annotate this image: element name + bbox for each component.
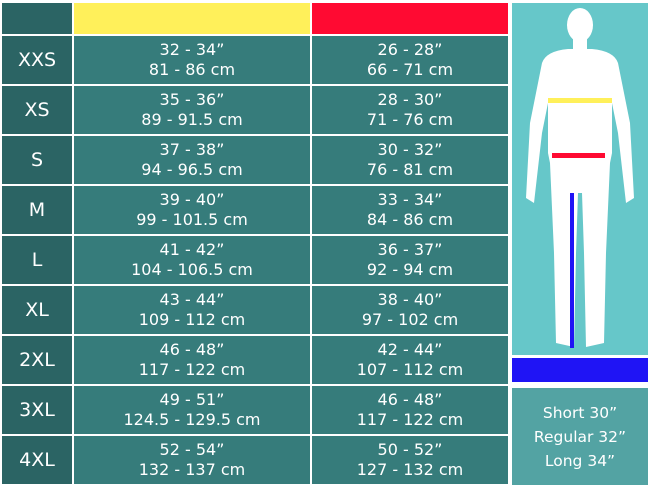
size-label: S xyxy=(2,136,72,184)
chest-cell: 52 - 54” 132 - 137 cm xyxy=(74,436,310,484)
size-label: 3XL xyxy=(2,386,72,434)
inseam-long: Long 34” xyxy=(544,451,616,470)
chest-cm: 117 - 122 cm xyxy=(138,360,246,379)
waist-cm: 127 - 132 cm xyxy=(356,460,464,479)
size-label: 4XL xyxy=(2,436,72,484)
chest-inches: 41 - 42” xyxy=(159,240,225,259)
chest-cell: 46 - 48” 117 - 122 cm xyxy=(74,336,310,384)
waist-cm: 117 - 122 cm xyxy=(356,410,464,429)
waist-inches: 46 - 48” xyxy=(377,390,443,409)
size-label: XXS xyxy=(2,36,72,84)
size-label: M xyxy=(2,186,72,234)
waist-cell: 46 - 48” 117 - 122 cm xyxy=(312,386,508,434)
waist-cm: 107 - 112 cm xyxy=(356,360,464,379)
chest-cm: 104 - 106.5 cm xyxy=(131,260,253,279)
chest-inches: 39 - 40” xyxy=(159,190,225,209)
chest-cm: 109 - 112 cm xyxy=(138,310,246,329)
inseam-color-bar xyxy=(512,358,648,382)
waist-cm: 97 - 102 cm xyxy=(361,310,459,329)
chest-cm: 89 - 91.5 cm xyxy=(141,110,243,129)
waist-inches: 50 - 52” xyxy=(377,440,443,459)
waist-cell: 26 - 28” 66 - 71 cm xyxy=(312,36,508,84)
size-text: XL xyxy=(25,299,49,321)
size-text: M xyxy=(28,199,46,221)
waist-cell: 50 - 52” 127 - 132 cm xyxy=(312,436,508,484)
header-corner xyxy=(2,3,72,34)
inseam-lengths: Short 30” Regular 32” Long 34” xyxy=(512,388,648,485)
chest-cell: 41 - 42” 104 - 106.5 cm xyxy=(74,236,310,284)
chest-inches: 32 - 34” xyxy=(159,40,225,59)
chest-cm: 124.5 - 129.5 cm xyxy=(123,410,261,429)
inseam-line xyxy=(570,193,574,348)
waist-cell: 36 - 37” 92 - 94 cm xyxy=(312,236,508,284)
chest-header-swatch xyxy=(74,3,310,34)
body-figure xyxy=(512,3,648,355)
waist-cm: 71 - 76 cm xyxy=(366,110,454,129)
chest-cm: 99 - 101.5 cm xyxy=(136,210,248,229)
waist-inches: 36 - 37” xyxy=(377,240,443,259)
waist-inches: 33 - 34” xyxy=(377,190,443,209)
chest-cell: 43 - 44” 109 - 112 cm xyxy=(74,286,310,334)
waist-inches: 28 - 30” xyxy=(377,90,443,109)
size-text: S xyxy=(30,149,44,171)
waist-cm: 76 - 81 cm xyxy=(366,160,454,179)
size-text: 3XL xyxy=(19,399,55,421)
size-text: XS xyxy=(24,99,50,121)
waist-line xyxy=(552,153,605,158)
size-label: XS xyxy=(2,86,72,134)
chest-inches: 49 - 51” xyxy=(159,390,225,409)
waist-inches: 30 - 32” xyxy=(377,140,443,159)
chest-cell: 32 - 34” 81 - 86 cm xyxy=(74,36,310,84)
chest-cm: 94 - 96.5 cm xyxy=(141,160,243,179)
waist-cell: 38 - 40” 97 - 102 cm xyxy=(312,286,508,334)
chest-cm: 132 - 137 cm xyxy=(138,460,246,479)
inseam-short: Short 30” xyxy=(542,403,618,422)
chest-cell: 35 - 36” 89 - 91.5 cm xyxy=(74,86,310,134)
waist-cell: 42 - 44” 107 - 112 cm xyxy=(312,336,508,384)
chest-inches: 46 - 48” xyxy=(159,340,225,359)
size-text: XXS xyxy=(17,49,57,71)
waist-cell: 33 - 34” 84 - 86 cm xyxy=(312,186,508,234)
chest-line xyxy=(548,98,612,103)
chest-inches: 52 - 54” xyxy=(159,440,225,459)
waist-cm: 66 - 71 cm xyxy=(366,60,454,79)
size-label: L xyxy=(2,236,72,284)
size-text: 2XL xyxy=(19,349,55,371)
size-label: XL xyxy=(2,286,72,334)
inseam-regular: Regular 32” xyxy=(533,427,627,446)
waist-cm: 92 - 94 cm xyxy=(366,260,454,279)
chest-inches: 35 - 36” xyxy=(159,90,225,109)
waist-header-swatch xyxy=(312,3,508,34)
size-text: L xyxy=(31,249,43,271)
size-text: 4XL xyxy=(19,449,55,471)
waist-cell: 28 - 30” 71 - 76 cm xyxy=(312,86,508,134)
chest-inches: 37 - 38” xyxy=(159,140,225,159)
waist-inches: 26 - 28” xyxy=(377,40,443,59)
waist-cm: 84 - 86 cm xyxy=(366,210,454,229)
chest-cm: 81 - 86 cm xyxy=(148,60,236,79)
chest-inches: 43 - 44” xyxy=(159,290,225,309)
chest-cell: 49 - 51” 124.5 - 129.5 cm xyxy=(74,386,310,434)
chest-cell: 39 - 40” 99 - 101.5 cm xyxy=(74,186,310,234)
size-label: 2XL xyxy=(2,336,72,384)
waist-inches: 42 - 44” xyxy=(377,340,443,359)
waist-cell: 30 - 32” 76 - 81 cm xyxy=(312,136,508,184)
human-silhouette-icon xyxy=(526,8,634,347)
waist-inches: 38 - 40” xyxy=(377,290,443,309)
chest-cell: 37 - 38” 94 - 96.5 cm xyxy=(74,136,310,184)
